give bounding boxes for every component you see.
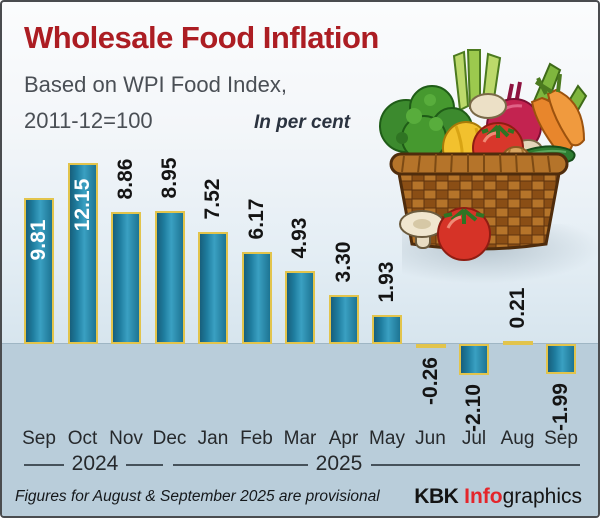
bar-aug-11 bbox=[502, 341, 533, 345]
month-label-apr-7: Apr bbox=[328, 428, 359, 449]
year-divider-line bbox=[126, 464, 163, 466]
bar-sep-12 bbox=[546, 344, 576, 374]
value-label-aug-11: 0.21 bbox=[505, 287, 529, 329]
month-label-sep-0: Sep bbox=[22, 428, 56, 449]
credit-logo: KBK Infographics bbox=[414, 485, 582, 509]
bar-may-8 bbox=[372, 315, 402, 344]
year-divider-line bbox=[371, 464, 580, 466]
value-label-mar-6: 4.93 bbox=[288, 217, 311, 259]
bar-mar-6 bbox=[285, 271, 315, 344]
value-label-nov-2: 8.86 bbox=[114, 158, 137, 200]
year-divider-line bbox=[173, 464, 308, 466]
month-label-feb-5: Feb bbox=[240, 428, 273, 449]
provisional-footnote: Figures for August & September 2025 are … bbox=[15, 488, 380, 505]
year-label-2025: 2025 bbox=[315, 452, 363, 475]
month-label-dec-3: Dec bbox=[152, 428, 187, 449]
unit-note: In per cent bbox=[254, 112, 351, 133]
month-label-jun-9: Jun bbox=[415, 428, 446, 449]
value-label-sep-0: 9.81 bbox=[27, 219, 50, 261]
year-label-2024: 2024 bbox=[71, 452, 119, 475]
year-divider-line bbox=[24, 464, 64, 466]
carrot-icon bbox=[530, 73, 586, 155]
month-label-oct-1: Oct bbox=[67, 428, 98, 449]
value-label-sep-12: -1.99 bbox=[549, 383, 572, 431]
value-label-apr-7: 3.30 bbox=[331, 241, 355, 283]
month-label-aug-11: Aug bbox=[500, 428, 535, 449]
month-label-nov-2: Nov bbox=[109, 428, 143, 449]
value-label-feb-5: 6.17 bbox=[244, 198, 268, 240]
value-label-jan-4: 7.52 bbox=[201, 178, 224, 220]
bar-jul-10 bbox=[459, 344, 489, 375]
bar-jan-4 bbox=[198, 232, 228, 344]
vegetable-basket-icon bbox=[379, 49, 588, 261]
bar-nov-2 bbox=[111, 212, 141, 344]
month-label-mar-6: Mar bbox=[283, 428, 317, 449]
value-label-jun-9: -0.26 bbox=[418, 357, 442, 405]
month-label-jan-4: Jan bbox=[197, 428, 229, 449]
credit-info: Info bbox=[464, 485, 503, 508]
page-title: Wholesale Food Inflation bbox=[24, 20, 379, 55]
credit-graphics: graphics bbox=[502, 485, 582, 508]
value-label-dec-3: 8.95 bbox=[157, 157, 181, 199]
vegetable-basket-illustration bbox=[364, 46, 590, 262]
bar-jun-9 bbox=[415, 344, 446, 348]
month-label-sep-12: Sep bbox=[544, 428, 578, 449]
value-label-jul-10: -2.10 bbox=[462, 384, 485, 432]
subtitle-line-1: Based on WPI Food Index, bbox=[24, 72, 287, 97]
bar-feb-5 bbox=[241, 252, 272, 344]
month-label-jul-10: Jul bbox=[461, 428, 487, 449]
bar-apr-7 bbox=[328, 295, 359, 344]
bar-oct-1 bbox=[67, 163, 98, 344]
subtitle-line-2: 2011-12=100 bbox=[24, 108, 153, 133]
bar-dec-3 bbox=[154, 211, 185, 344]
bar-sep-0 bbox=[24, 198, 54, 344]
front-tomato-icon bbox=[437, 207, 491, 261]
value-label-may-8: 1.93 bbox=[375, 261, 398, 303]
credit-kbk: KBK bbox=[414, 485, 459, 508]
value-label-oct-1: 12.15 bbox=[70, 178, 94, 232]
month-label-may-8: May bbox=[369, 428, 405, 449]
negative-region-background bbox=[2, 344, 598, 516]
